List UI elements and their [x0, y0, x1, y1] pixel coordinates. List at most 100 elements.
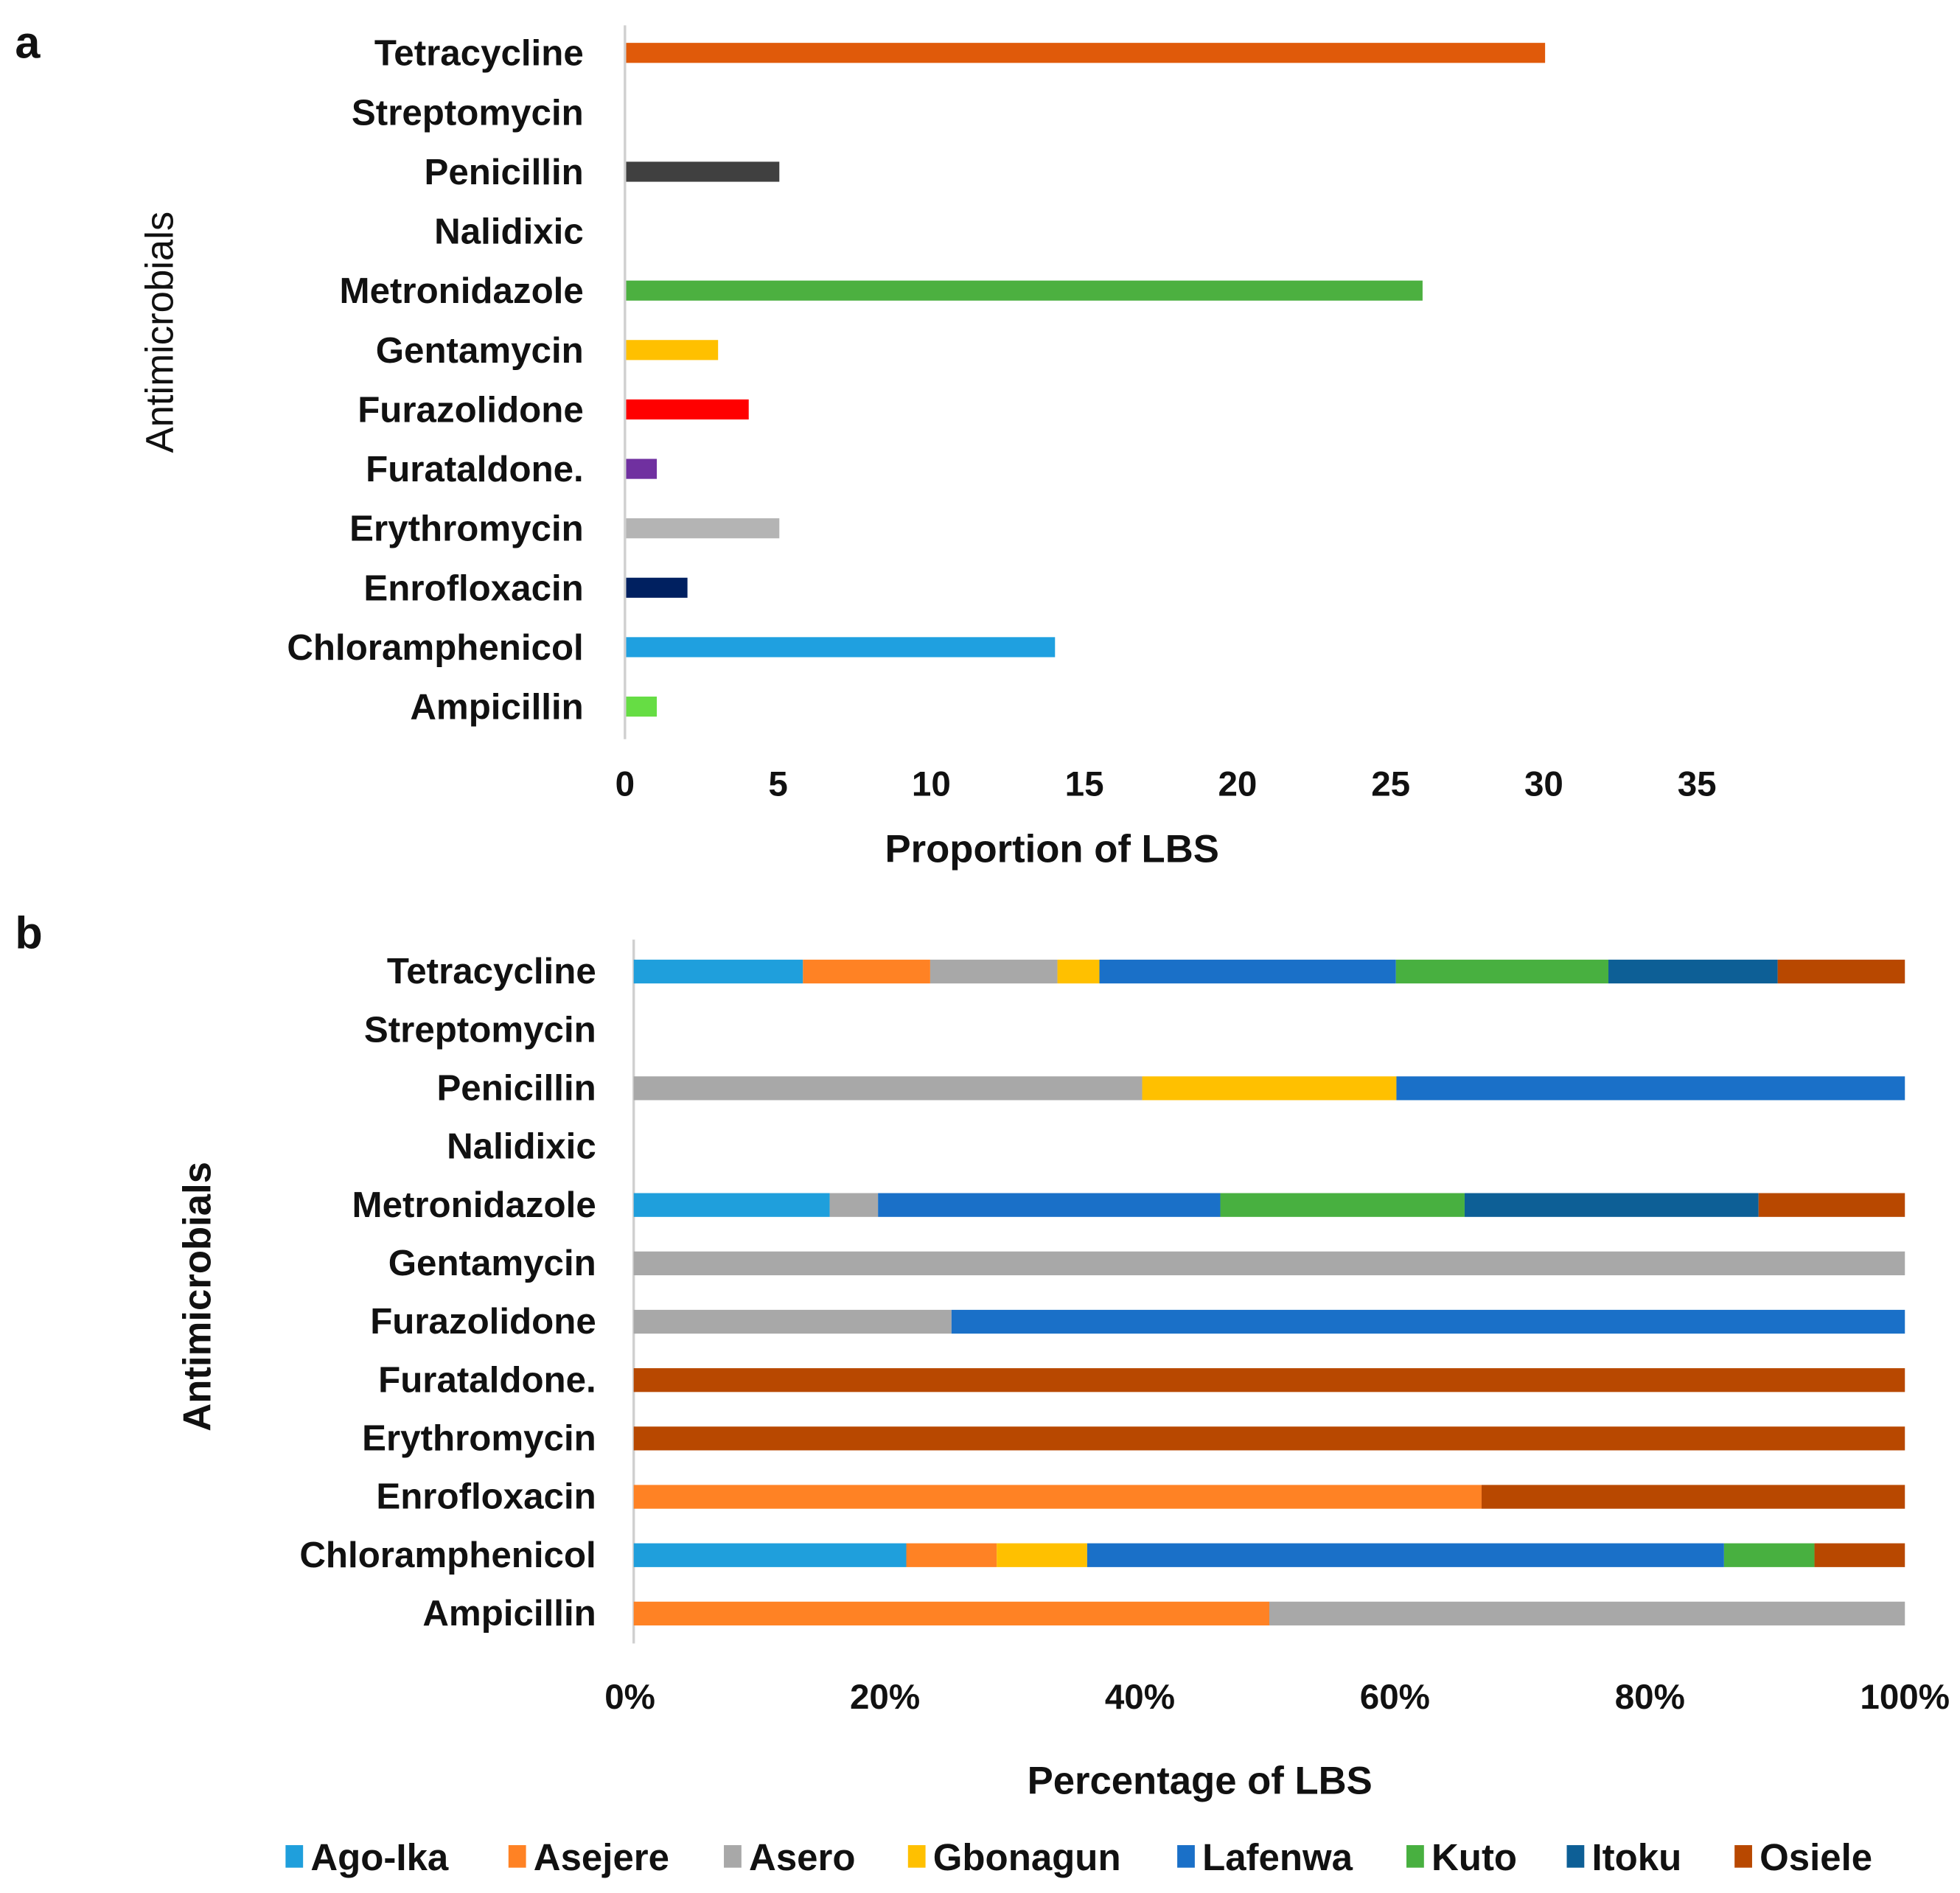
category-label: Erythromycin	[349, 509, 584, 549]
panel-b: b Tetracycline Streptomycin Penicillin Nali…	[15, 908, 1950, 1878]
legend: Ago-Ika Asejere Asero Gbonagun Lafenwa Kuto It…	[285, 1836, 1872, 1878]
y-axis-title-a: Antimicrobials	[138, 212, 181, 453]
bar-segment-ago-ika	[633, 959, 803, 984]
x-tick-label: 80%	[1615, 1678, 1685, 1717]
x-tick-label: 10	[912, 764, 951, 803]
bar-segment-asejere	[633, 1485, 1482, 1509]
category-label: Penicillin	[424, 152, 583, 192]
category-label: Metronidazole	[340, 271, 584, 311]
legend-swatch	[1734, 1845, 1752, 1868]
legend-swatch	[508, 1845, 526, 1868]
bar-segment-asejere	[906, 1543, 997, 1567]
legend-label: Asejere	[534, 1836, 669, 1878]
legend-label: Itoku	[1591, 1836, 1681, 1878]
x-tick-label: 20	[1218, 764, 1257, 803]
category-label: Streptomycin	[352, 92, 584, 133]
category-label: Furataldone.	[366, 449, 584, 489]
x-tick-label: 40%	[1105, 1678, 1175, 1717]
bar-segment-asero	[633, 1076, 1143, 1101]
category-label: Erythromycin	[362, 1418, 596, 1459]
x-tick-label: 60%	[1360, 1678, 1430, 1717]
category-label: Tetracycline	[387, 951, 596, 991]
category-label: Nalidixic	[447, 1126, 596, 1167]
category-label: Gentamycin	[388, 1243, 596, 1283]
bar-segment-osiele	[1481, 1485, 1905, 1509]
category-label: Chloramphenicol	[287, 627, 583, 668]
bar-segment-ago-ika	[633, 1193, 830, 1217]
x-axis-title-b: Percentage of LBS	[1028, 1759, 1373, 1802]
category-label: Furazolidone	[358, 389, 584, 430]
bar-segment-lafenwa	[878, 1193, 1221, 1217]
bars-b: Tetracycline Streptomycin Penicillin Nalidi…	[299, 951, 1950, 1717]
legend-label: Lafenwa	[1202, 1836, 1353, 1878]
bar-segment-itoku	[1608, 959, 1778, 984]
bar-segment-asero	[930, 959, 1058, 984]
bar-segment-asero	[829, 1193, 879, 1217]
bar-segment-kuto	[1220, 1193, 1465, 1217]
bar-segment-gbonagun	[997, 1543, 1087, 1567]
bar	[626, 459, 658, 479]
y-axis-title-b: Antimicrobials	[175, 1162, 219, 1432]
bar-segment-osiele	[633, 1368, 1905, 1392]
x-tick-label: 0%	[604, 1678, 655, 1717]
bar-segment-kuto	[1723, 1543, 1815, 1567]
bar	[626, 637, 1056, 658]
bars-a: Tetracycline Streptomycin Penicillin Nalidi…	[287, 33, 1716, 804]
bar-segment-lafenwa	[951, 1309, 1905, 1334]
bar	[626, 696, 658, 717]
panel-a: a Tetracycline Streptomycin Penicillin Nali…	[15, 18, 1716, 871]
x-tick-label: 20%	[850, 1678, 920, 1717]
category-label: Enrofloxacin	[363, 568, 583, 608]
category-label: Gentamycin	[376, 330, 584, 371]
category-label: Furataldone.	[378, 1359, 596, 1400]
x-tick-label: 30	[1524, 764, 1563, 803]
category-label: Tetracycline	[374, 33, 584, 74]
legend-swatch	[1566, 1845, 1585, 1868]
bar	[626, 518, 780, 539]
bar-segment-lafenwa	[1087, 1543, 1724, 1567]
bar-segment-lafenwa	[1099, 959, 1396, 984]
bar	[626, 399, 749, 420]
category-label: Metronidazole	[352, 1185, 596, 1225]
category-label: Ampicillin	[422, 1593, 596, 1634]
bar-segment-itoku	[1464, 1193, 1759, 1217]
bar	[626, 280, 1423, 301]
x-tick-label: 25	[1371, 764, 1410, 803]
legend-swatch	[1406, 1845, 1424, 1868]
bar-segment-lafenwa	[1396, 1076, 1905, 1101]
bar-segment-gbonagun	[1057, 959, 1100, 984]
bar-segment-asejere	[633, 1601, 1269, 1626]
category-label: Furazolidone	[370, 1301, 596, 1342]
panel-label-a: a	[15, 18, 41, 68]
bar-segment-asero	[633, 1309, 952, 1334]
legend-label: Kuto	[1431, 1836, 1517, 1878]
bar	[626, 43, 1546, 63]
bar-segment-ago-ika	[633, 1543, 907, 1567]
bar	[626, 161, 780, 182]
bar-segment-osiele	[1758, 1193, 1905, 1217]
category-label: Penicillin	[436, 1067, 596, 1108]
category-label: Ampicillin	[410, 687, 583, 728]
legend-swatch	[1177, 1845, 1195, 1868]
x-tick-label: 5	[768, 764, 787, 803]
bar-segment-osiele	[633, 1426, 1905, 1451]
legend-label: Osiele	[1760, 1836, 1872, 1878]
panel-label-b: b	[15, 908, 42, 958]
x-tick-label: 100%	[1860, 1678, 1950, 1717]
legend-swatch	[907, 1845, 926, 1868]
legend-label: Gbonagun	[933, 1836, 1121, 1878]
x-tick-label: 0	[615, 764, 635, 803]
legend-swatch	[285, 1845, 304, 1868]
legend-swatch	[724, 1845, 742, 1868]
bar	[626, 577, 688, 598]
bar-segment-gbonagun	[1142, 1076, 1397, 1101]
legend-label: Asero	[749, 1836, 855, 1878]
category-label: Nalidixic	[434, 212, 584, 252]
bar-segment-asero	[1269, 1601, 1905, 1626]
x-axis-title-a: Proportion of LBS	[885, 827, 1219, 871]
bar-segment-osiele	[1777, 959, 1905, 984]
category-label: Streptomycin	[364, 1009, 596, 1050]
legend-label: Ago-Ika	[310, 1836, 449, 1878]
bar	[626, 340, 719, 360]
